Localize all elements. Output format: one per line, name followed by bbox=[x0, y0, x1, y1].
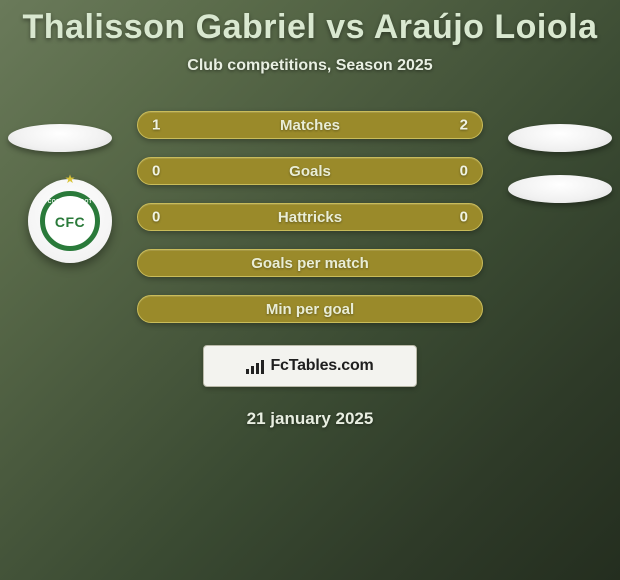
stat-row-matches: 1 Matches 2 bbox=[137, 111, 483, 139]
bar-chart-icon bbox=[246, 358, 264, 374]
page-title: Thalisson Gabriel vs Araújo Loiola bbox=[0, 8, 620, 47]
stat-left-value: 0 bbox=[152, 163, 160, 180]
page-subtitle: Club competitions, Season 2025 bbox=[0, 57, 620, 75]
stat-left-value: 0 bbox=[152, 209, 160, 226]
footer-date: 21 january 2025 bbox=[0, 409, 620, 429]
player-right-badge-placeholder-1 bbox=[508, 124, 612, 152]
brand-pill[interactable]: FcTables.com bbox=[203, 345, 417, 387]
club-arc-top: CORITIBA FOOT BALL bbox=[45, 199, 95, 211]
stat-row-mpg: Min per goal bbox=[137, 295, 483, 323]
club-acronym: CFC bbox=[55, 215, 85, 229]
stat-label: Hattricks bbox=[278, 209, 342, 226]
stat-left-value: 1 bbox=[152, 117, 160, 134]
stat-row-goals: 0 Goals 0 bbox=[137, 157, 483, 185]
stat-label: Min per goal bbox=[266, 301, 354, 318]
stat-label: Goals per match bbox=[251, 255, 369, 272]
club-arc-bottom: PARANÁ bbox=[45, 237, 95, 243]
club-badge-inner: ★ CORITIBA FOOT BALL CFC PARANÁ bbox=[40, 191, 100, 251]
stat-row-hattricks: 0 Hattricks 0 bbox=[137, 203, 483, 231]
content-wrapper: Thalisson Gabriel vs Araújo Loiola Club … bbox=[0, 0, 620, 580]
stat-right-value: 0 bbox=[460, 163, 468, 180]
stat-label: Matches bbox=[280, 117, 340, 134]
stat-label: Goals bbox=[289, 163, 331, 180]
brand-text: FcTables.com bbox=[270, 357, 373, 375]
stat-row-gpm: Goals per match bbox=[137, 249, 483, 277]
stat-right-value: 2 bbox=[460, 117, 468, 134]
star-icon: ★ bbox=[65, 172, 76, 186]
stat-right-value: 0 bbox=[460, 209, 468, 226]
club-badge: ★ CORITIBA FOOT BALL CFC PARANÁ bbox=[28, 179, 112, 263]
player-left-badge-placeholder bbox=[8, 124, 112, 152]
player-right-badge-placeholder-2 bbox=[508, 175, 612, 203]
club-center-text: CFC bbox=[55, 214, 85, 229]
